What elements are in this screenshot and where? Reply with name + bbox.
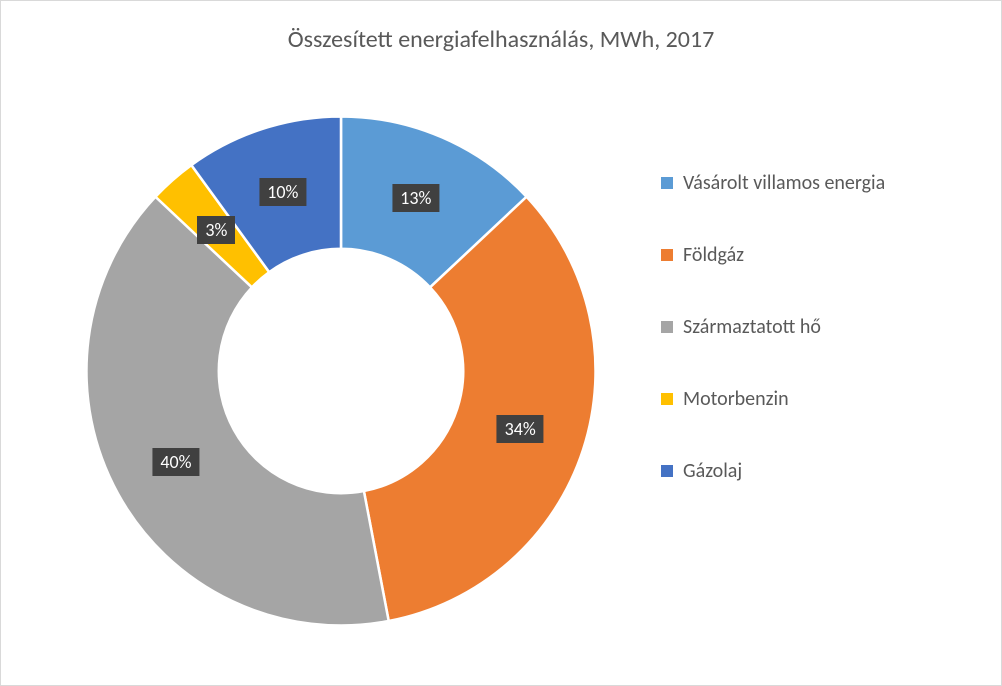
slice-label: 3% bbox=[197, 216, 235, 244]
legend-item: Földgáz bbox=[661, 243, 981, 267]
slice-label: 34% bbox=[497, 415, 544, 443]
legend-item: Motorbenzin bbox=[661, 387, 981, 411]
slice-label: 40% bbox=[152, 448, 199, 476]
legend-item: Származtatott hő bbox=[661, 315, 981, 339]
legend-item: Vásárolt villamos energia bbox=[661, 171, 981, 195]
donut-wrap: 13% 34% 40% 3% 10% bbox=[61, 91, 621, 651]
chart-title: Összesített energiafelhasználás, MWh, 20… bbox=[1, 25, 1001, 54]
legend-label: Földgáz bbox=[683, 243, 744, 267]
chart-container: Összesített energiafelhasználás, MWh, 20… bbox=[0, 0, 1002, 686]
donut-svg bbox=[61, 91, 621, 651]
slice-label: 10% bbox=[259, 178, 306, 206]
legend-swatch bbox=[661, 321, 673, 333]
legend-swatch bbox=[661, 393, 673, 405]
donut-slices bbox=[86, 116, 595, 625]
legend-swatch bbox=[661, 249, 673, 261]
legend-label: Motorbenzin bbox=[683, 387, 789, 411]
legend-item: Gázolaj bbox=[661, 459, 981, 483]
legend-swatch bbox=[661, 465, 673, 477]
slice-label: 13% bbox=[392, 184, 439, 212]
legend-label: Gázolaj bbox=[683, 459, 742, 483]
legend-swatch bbox=[661, 177, 673, 189]
legend-label: Származtatott hő bbox=[683, 315, 821, 339]
legend: Vásárolt villamos energia Földgáz Származt… bbox=[661, 171, 981, 531]
legend-label: Vásárolt villamos energia bbox=[683, 171, 885, 195]
